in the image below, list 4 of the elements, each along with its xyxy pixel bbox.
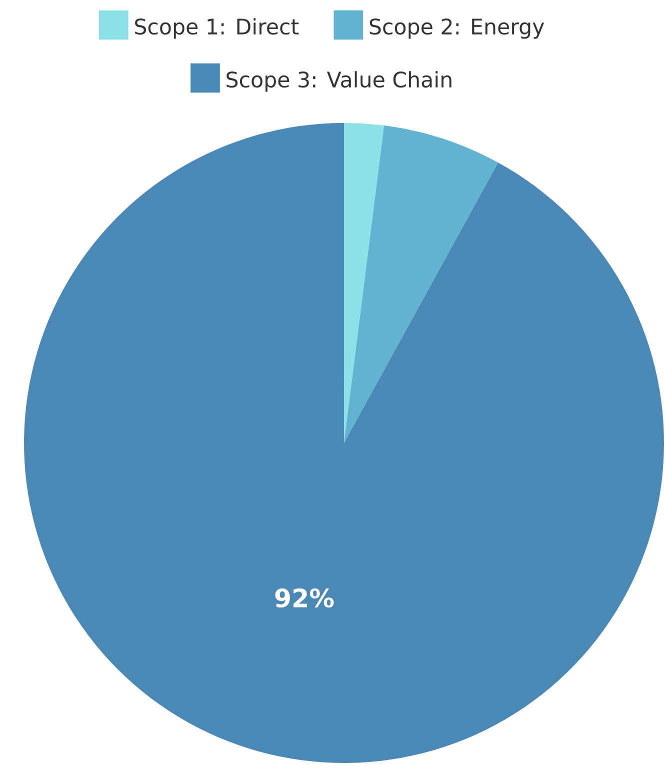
legend-label: Scope 1: Direct (135, 18, 299, 39)
legend-label: Scope 2: Energy (370, 18, 544, 39)
legend-label: Scope 3: Value Chain (226, 71, 452, 92)
data-label: 92% (275, 588, 334, 608)
